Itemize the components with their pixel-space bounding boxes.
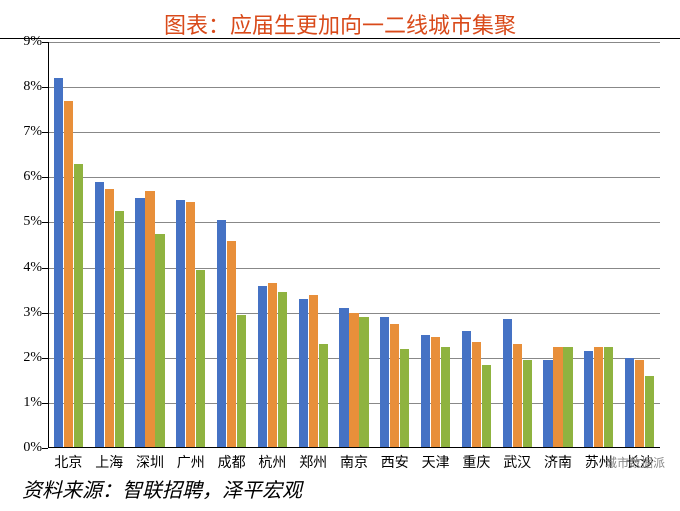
watermark: 城市数据派 xyxy=(605,454,665,471)
y-tick-label: 2% xyxy=(23,350,42,366)
x-tick-label: 南京 xyxy=(340,452,368,472)
x-tick-label: 武汉 xyxy=(503,452,531,472)
plot-area: 0%1%2%3%4%5%6%7%8%9%北京上海深圳广州成都杭州郑州南京西安天津… xyxy=(48,42,660,448)
bar xyxy=(431,337,440,448)
bar xyxy=(319,344,328,448)
bar xyxy=(625,358,634,448)
bar xyxy=(74,164,83,448)
bar xyxy=(349,313,358,448)
x-tick-label: 重庆 xyxy=(462,452,490,472)
bar xyxy=(462,331,471,448)
bar xyxy=(155,234,164,448)
x-tick-label: 深圳 xyxy=(136,452,164,472)
x-tick-label: 上海 xyxy=(95,452,123,472)
bar xyxy=(584,351,593,448)
bar xyxy=(268,283,277,448)
x-tick-label: 济南 xyxy=(544,452,572,472)
x-tick-label: 广州 xyxy=(177,452,205,472)
bar xyxy=(553,347,562,449)
grid-line xyxy=(48,87,660,88)
bar xyxy=(299,299,308,448)
bar xyxy=(441,347,450,449)
x-tick-label: 成都 xyxy=(218,452,246,472)
bar xyxy=(421,335,430,448)
bar xyxy=(523,360,532,448)
bar xyxy=(380,317,389,448)
source-line: 资料来源：智联招聘，泽平宏观 xyxy=(22,474,302,503)
source-text: 资料来源：智联招聘，泽平宏观 xyxy=(22,480,302,502)
chart-container: 图表：应届生更加向一二线城市集聚 2018年应届生人才流入占比2019年2019… xyxy=(0,0,680,511)
bar xyxy=(400,349,409,448)
bar xyxy=(359,317,368,448)
chart-title: 图表：应届生更加向一二线城市集聚 xyxy=(0,8,680,40)
grid-line xyxy=(48,177,660,178)
chart-title-text: 图表：应届生更加向一二线城市集聚 xyxy=(164,13,516,38)
y-tick-label: 6% xyxy=(23,169,42,185)
bar xyxy=(503,319,512,448)
bar xyxy=(472,342,481,448)
y-tick-label: 7% xyxy=(23,124,42,140)
bar xyxy=(390,324,399,448)
bar xyxy=(543,360,552,448)
bar xyxy=(64,101,73,448)
title-underline xyxy=(0,38,680,39)
bar xyxy=(258,286,267,448)
grid-line xyxy=(48,132,660,133)
bar xyxy=(105,189,114,448)
bar xyxy=(186,202,195,448)
y-tick-label: 3% xyxy=(23,305,42,321)
bar xyxy=(196,270,205,448)
bar xyxy=(604,347,613,449)
bar xyxy=(145,191,154,448)
bar xyxy=(227,241,236,449)
bar xyxy=(309,295,318,448)
y-axis-line xyxy=(48,42,49,448)
bar xyxy=(176,200,185,448)
bar xyxy=(563,347,572,449)
y-tick-label: 9% xyxy=(23,34,42,50)
y-tick-label: 4% xyxy=(23,260,42,276)
x-tick-label: 天津 xyxy=(422,452,450,472)
y-tick-label: 8% xyxy=(23,79,42,95)
y-tick-label: 5% xyxy=(23,214,42,230)
x-axis-line xyxy=(48,447,660,448)
y-tick-mark xyxy=(42,448,48,449)
bar xyxy=(594,347,603,449)
bar xyxy=(95,182,104,448)
bar xyxy=(135,198,144,448)
bar xyxy=(115,211,124,448)
y-tick-label: 0% xyxy=(23,440,42,456)
bar xyxy=(645,376,654,448)
x-tick-label: 西安 xyxy=(381,452,409,472)
x-tick-label: 杭州 xyxy=(258,452,286,472)
bar xyxy=(339,308,348,448)
x-tick-label: 北京 xyxy=(54,452,82,472)
bar xyxy=(54,78,63,448)
bar xyxy=(237,315,246,448)
bar xyxy=(278,292,287,448)
bar xyxy=(482,365,491,448)
bar xyxy=(635,360,644,448)
x-tick-label: 郑州 xyxy=(299,452,327,472)
grid-line xyxy=(48,42,660,43)
bar xyxy=(513,344,522,448)
y-tick-label: 1% xyxy=(23,395,42,411)
bar xyxy=(217,220,226,448)
